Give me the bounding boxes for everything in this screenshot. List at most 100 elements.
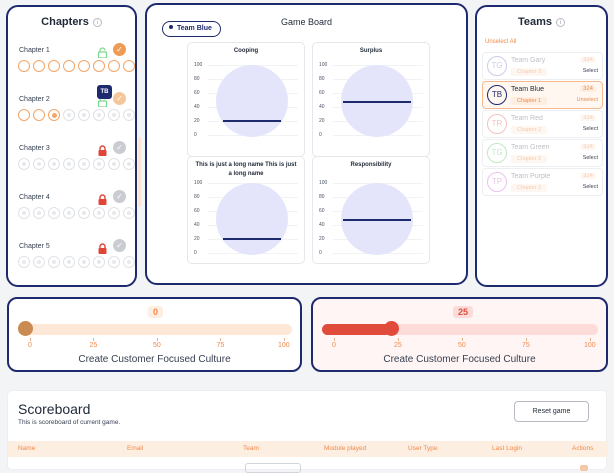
step-dot[interactable]	[48, 158, 60, 170]
step-dot[interactable]	[33, 207, 45, 219]
step-dots	[18, 109, 135, 121]
step-dot[interactable]	[33, 109, 45, 121]
column-header[interactable]: Name	[18, 445, 36, 452]
y-tick-label: 60	[194, 208, 200, 214]
step-dot[interactable]	[33, 60, 45, 72]
step-dot[interactable]	[93, 256, 105, 268]
step-dot[interactable]	[78, 158, 90, 170]
step-dot[interactable]	[108, 158, 120, 170]
select-team-button[interactable]: Select	[582, 184, 598, 190]
column-header[interactable]: Last Login	[492, 445, 522, 452]
chapter-name: Chapter 5	[19, 243, 50, 250]
step-dot[interactable]	[63, 207, 75, 219]
team-row[interactable]: TR Team Red Chapter 2 324 Select	[482, 110, 603, 138]
column-header[interactable]: Email	[127, 445, 144, 452]
team-row[interactable]: TP Team Purple Chapter 2 324 Select	[482, 168, 603, 196]
chapter-name: Chapter 3	[19, 145, 50, 152]
unselect-all-link[interactable]: Unselect All	[485, 39, 517, 45]
unlock-icon	[97, 45, 108, 59]
y-tick-label: 80	[319, 76, 325, 82]
chapters-panel: Chapters i Chapter 1 ✓ Chapter 2 ✓ Chapter 3 ✓…	[6, 5, 141, 287]
reset-game-button[interactable]: Reset game	[514, 401, 589, 422]
step-dot[interactable]	[18, 207, 30, 219]
y-tick-label: 0	[319, 250, 322, 256]
column-header[interactable]: User Type	[408, 445, 438, 452]
team-score: 324	[579, 86, 596, 92]
team-row[interactable]: TB Team Blue Chapter 1 324 Unselect	[482, 81, 603, 109]
select-team-button[interactable]: Select	[582, 155, 598, 161]
step-dot[interactable]	[93, 207, 105, 219]
team-row[interactable]: TG Team Gary Chapter 3 324 Select	[482, 52, 603, 80]
step-dot[interactable]	[33, 158, 45, 170]
step-dot[interactable]	[18, 60, 30, 72]
lock-icon	[97, 241, 108, 254]
step-dot[interactable]	[123, 60, 135, 72]
check-icon: ✓	[113, 141, 126, 154]
step-dot[interactable]	[108, 256, 120, 268]
step-dot[interactable]	[78, 109, 90, 121]
step-dot[interactable]	[123, 207, 135, 219]
slider-tick-label: 0	[28, 338, 32, 349]
info-icon[interactable]: i	[556, 18, 566, 27]
chapters-title: Chapters	[41, 16, 89, 28]
y-tick-label: 40	[319, 104, 325, 110]
step-dot[interactable]	[123, 256, 135, 268]
step-dot[interactable]	[123, 109, 135, 121]
slider-panel-left: 0 0 25 50 75 100 Create Customer Focused Cultu…	[7, 297, 302, 372]
step-dot[interactable]	[78, 256, 90, 268]
slider-thumb[interactable]	[383, 321, 399, 336]
unselect-team-button[interactable]: Unselect	[576, 97, 598, 103]
column-header[interactable]: Team	[243, 445, 259, 452]
info-icon[interactable]: i	[92, 18, 102, 27]
team-chip[interactable]: Team Blue	[162, 21, 221, 37]
step-dot[interactable]	[48, 60, 60, 72]
chart-title: Responsibility	[350, 162, 392, 168]
step-dot[interactable]	[48, 109, 60, 121]
scrollbar[interactable]	[138, 137, 141, 207]
y-tick-label: 20	[319, 236, 325, 242]
slider-panel-right: 25 0 25 50 75 100 Create Customer Focused Cult…	[311, 297, 608, 372]
y-tick-label: 20	[194, 236, 200, 242]
check-icon: ✓	[113, 190, 126, 203]
scoreboard-subtitle: This is scoreboard of current game.	[18, 419, 121, 426]
select-team-button[interactable]: Select	[582, 68, 598, 74]
step-dot[interactable]	[18, 109, 30, 121]
slider-thumb[interactable]	[17, 321, 33, 336]
game-board-panel: Team Blue Game Board Cooping 100 80 60 40 20 0…	[145, 3, 468, 285]
step-dot[interactable]	[108, 207, 120, 219]
step-dot[interactable]	[63, 60, 75, 72]
step-dot[interactable]	[48, 256, 60, 268]
step-dot[interactable]	[63, 158, 75, 170]
column-header[interactable]: Actions	[572, 445, 594, 452]
y-tick-label: 80	[319, 194, 325, 200]
step-dot[interactable]	[108, 109, 120, 121]
y-tick-label: 20	[319, 118, 325, 124]
slider-tick-label: 100	[278, 338, 290, 349]
step-dot[interactable]	[33, 256, 45, 268]
team-chapter-pill: Chapter 1	[511, 97, 548, 105]
y-tick-label: 60	[319, 90, 325, 96]
step-dot[interactable]	[93, 158, 105, 170]
step-dot[interactable]	[78, 207, 90, 219]
team-row[interactable]: TG Team Green Chapter 2 324 Select	[482, 139, 603, 167]
column-header[interactable]: Module played	[324, 445, 367, 452]
step-dot[interactable]	[18, 256, 30, 268]
score-bubble	[216, 65, 288, 137]
step-dot[interactable]	[18, 158, 30, 170]
y-tick-label: 0	[194, 250, 197, 256]
step-dot[interactable]	[48, 207, 60, 219]
step-dot[interactable]	[78, 60, 90, 72]
slider-track[interactable]	[18, 324, 292, 335]
select-team-button[interactable]: Select	[582, 126, 598, 132]
chart-card: Surplus 100 80 60 40 20 0	[312, 42, 430, 157]
step-dot[interactable]	[93, 109, 105, 121]
score-level-line	[342, 101, 412, 104]
step-dot[interactable]	[63, 109, 75, 121]
step-dot[interactable]	[93, 60, 105, 72]
slider-track[interactable]	[322, 324, 598, 335]
step-dot[interactable]	[108, 60, 120, 72]
step-dot[interactable]	[63, 256, 75, 268]
action-icon[interactable]	[580, 465, 588, 471]
step-dot[interactable]	[123, 158, 135, 170]
scoreboard-title: Scoreboard	[18, 401, 91, 417]
